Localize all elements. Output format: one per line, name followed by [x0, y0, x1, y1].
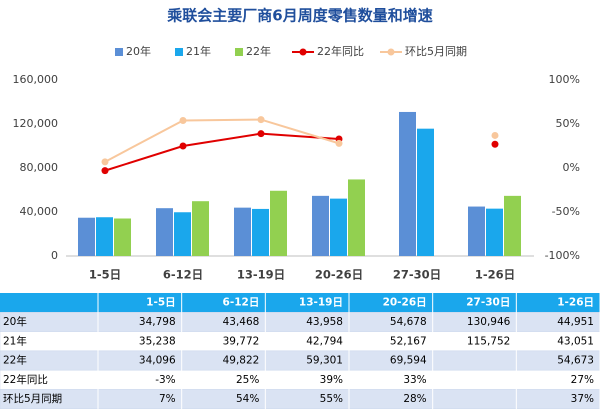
y-tick-label: 40,000	[20, 205, 59, 218]
marker	[101, 158, 109, 166]
marker	[179, 142, 187, 150]
bar	[348, 179, 365, 256]
bar	[252, 208, 269, 256]
table-header-cell: 6-12日	[223, 297, 260, 309]
table-row-label: 22年	[3, 354, 27, 367]
bar	[417, 128, 434, 256]
bar	[174, 212, 191, 256]
legend-label: 22年同比	[317, 44, 364, 58]
legend-label: 22年	[246, 44, 271, 58]
legend-swatch	[175, 48, 183, 56]
y-tick-label: 80,000	[20, 161, 59, 174]
x-tick-label: 20-26日	[315, 268, 363, 282]
bar	[468, 206, 485, 256]
table-cell: 37%	[571, 393, 594, 405]
table-row-bg	[0, 369, 600, 390]
bar	[192, 201, 209, 256]
table-cell: 43,051	[557, 335, 594, 347]
table-cell: 25%	[236, 374, 259, 386]
table-row-label: 22年同比	[3, 373, 48, 386]
table-cell: 28%	[403, 393, 426, 405]
bar	[312, 195, 329, 256]
marker	[335, 139, 343, 147]
bar	[234, 207, 251, 256]
table-cell: -3%	[155, 374, 175, 386]
table-cell: 34,798	[139, 316, 176, 328]
bar	[504, 195, 521, 256]
marker	[491, 140, 499, 148]
marker	[257, 116, 265, 124]
line	[105, 134, 495, 171]
y2-tick-label: -50%	[552, 205, 580, 218]
table-cell: 35,238	[139, 335, 176, 347]
marker	[491, 131, 499, 139]
bar	[78, 217, 95, 256]
table-cell: 42,794	[306, 335, 343, 347]
legend-swatch	[115, 48, 123, 56]
bar	[156, 208, 173, 256]
table-cell: 49,822	[223, 355, 260, 367]
table-header-cell: 13-19日	[299, 297, 343, 309]
x-tick-label: 1-26日	[475, 268, 515, 282]
table-cell: 54,673	[557, 355, 594, 367]
table-cell: 130,946	[467, 316, 511, 328]
table-cell: 52,167	[390, 335, 427, 347]
table-header-cell: 27-30日	[466, 297, 510, 309]
y2-tick-label: 50%	[556, 117, 580, 130]
y2-tick-label: 0%	[563, 161, 580, 174]
table-cell: 33%	[403, 374, 426, 386]
table-cell: 34,096	[139, 355, 176, 367]
table-cell: 43,958	[306, 316, 343, 328]
bar	[399, 111, 416, 256]
table-cell: 7%	[159, 393, 176, 405]
table-header-cell: 1-26日	[557, 297, 594, 309]
table-cell: 69,594	[390, 355, 427, 367]
table-cell: 39%	[320, 374, 343, 386]
table-row-label: 20年	[3, 315, 27, 328]
bar	[330, 198, 347, 256]
legend-label: 21年	[186, 44, 211, 58]
bar	[96, 217, 113, 256]
table-cell: 55%	[320, 393, 343, 405]
legend-marker	[299, 48, 307, 56]
table-cell: 27%	[571, 374, 594, 386]
x-tick-label: 27-30日	[393, 268, 441, 282]
legend-marker	[387, 48, 395, 56]
chart-title: 乘联会主要厂商6月周度零售数量和增速	[166, 7, 432, 25]
bar	[486, 208, 503, 256]
marker	[257, 130, 265, 138]
x-tick-label: 13-19日	[237, 268, 285, 282]
table-cell: 59,301	[306, 355, 343, 367]
x-tick-label: 1-5日	[89, 268, 121, 282]
bar	[270, 190, 287, 256]
y-tick-label: 160,000	[13, 73, 59, 86]
table-header-cell: 1-5日	[146, 297, 175, 309]
table-row-label: 21年	[3, 334, 27, 347]
table-header-cell: 20-26日	[383, 297, 427, 309]
y2-tick-label: 100%	[549, 73, 580, 86]
table-cell: 115,752	[467, 335, 510, 347]
y-tick-label: 120,000	[13, 117, 59, 130]
legend-swatch	[235, 48, 243, 56]
marker	[179, 116, 187, 124]
table-cell: 39,772	[223, 335, 260, 347]
bar	[114, 218, 131, 256]
table-cell: 43,468	[223, 316, 260, 328]
table-cell: 54,678	[390, 316, 427, 328]
legend-label: 环比5月同期	[405, 45, 467, 58]
table-row-label: 环比5月同期	[3, 392, 62, 405]
table-cell: 44,951	[557, 316, 594, 328]
legend-label: 20年	[126, 44, 151, 58]
table-row-bg	[0, 350, 600, 371]
x-tick-label: 6-12日	[163, 268, 203, 282]
y-tick-label: 0	[51, 249, 58, 262]
line	[105, 120, 495, 162]
table-cell: 54%	[236, 393, 259, 405]
table-row-bg	[0, 389, 600, 410]
table-header-bg	[0, 293, 600, 313]
y2-tick-label: -100%	[545, 249, 580, 262]
marker	[101, 167, 109, 175]
